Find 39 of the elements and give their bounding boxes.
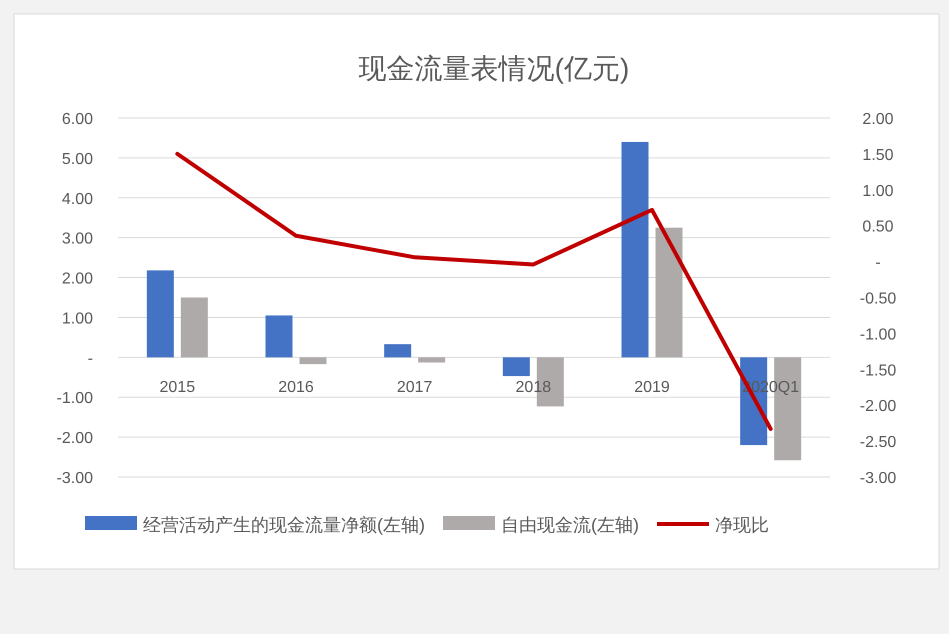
y2-tick-label: -3.00 [860,470,896,487]
y2-tick-label: 1.00 [862,182,894,200]
y-tick-label: 5.00 [62,150,94,168]
bar [180,298,208,358]
bar [656,228,682,358]
bar [502,357,530,376]
x-tick-label: 2015 [160,379,196,396]
bar [146,270,174,358]
y-tick-label: - [88,350,93,368]
y-tick-label: -2.00 [56,430,94,448]
legend-label: 净现比 [715,515,769,535]
bar [418,357,446,363]
y2-tick-label: - [875,254,881,272]
y-tick-label: -3.00 [56,470,94,487]
bar [300,357,326,364]
bar [266,315,292,358]
legend-label: 自由现金流(左轴) [501,515,639,535]
y-tick-label: 3.00 [62,230,94,248]
y-tick-label: -1.00 [56,390,94,408]
bar [384,344,412,358]
x-tick-label: 2017 [396,379,433,396]
y2-tick-label: 0.50 [862,218,894,236]
chart-title: 现金流量表情况(亿元) [358,53,630,84]
y2-tick-label: -1.50 [860,362,896,380]
y-tick-label: 1.00 [62,310,94,328]
legend-label: 经营活动产生的现金流量净额(左轴) [143,515,425,535]
y2-tick-label: -2.50 [860,434,896,452]
x-tick-label: 2016 [278,379,314,396]
y-tick-label: 4.00 [62,190,94,208]
bar [622,142,648,358]
y2-tick-label: -1.00 [860,326,896,344]
y2-tick-label: -0.50 [860,290,896,308]
y-tick-label: 2.00 [62,270,94,288]
y2-tick-label: 1.50 [862,146,894,164]
x-tick-label: 2018 [516,379,552,396]
x-tick-label: 2019 [634,379,670,396]
y2-tick-label: -2.00 [860,398,896,416]
y-tick-label: 6.00 [62,111,94,128]
y2-tick-label: 2.00 [862,111,894,128]
